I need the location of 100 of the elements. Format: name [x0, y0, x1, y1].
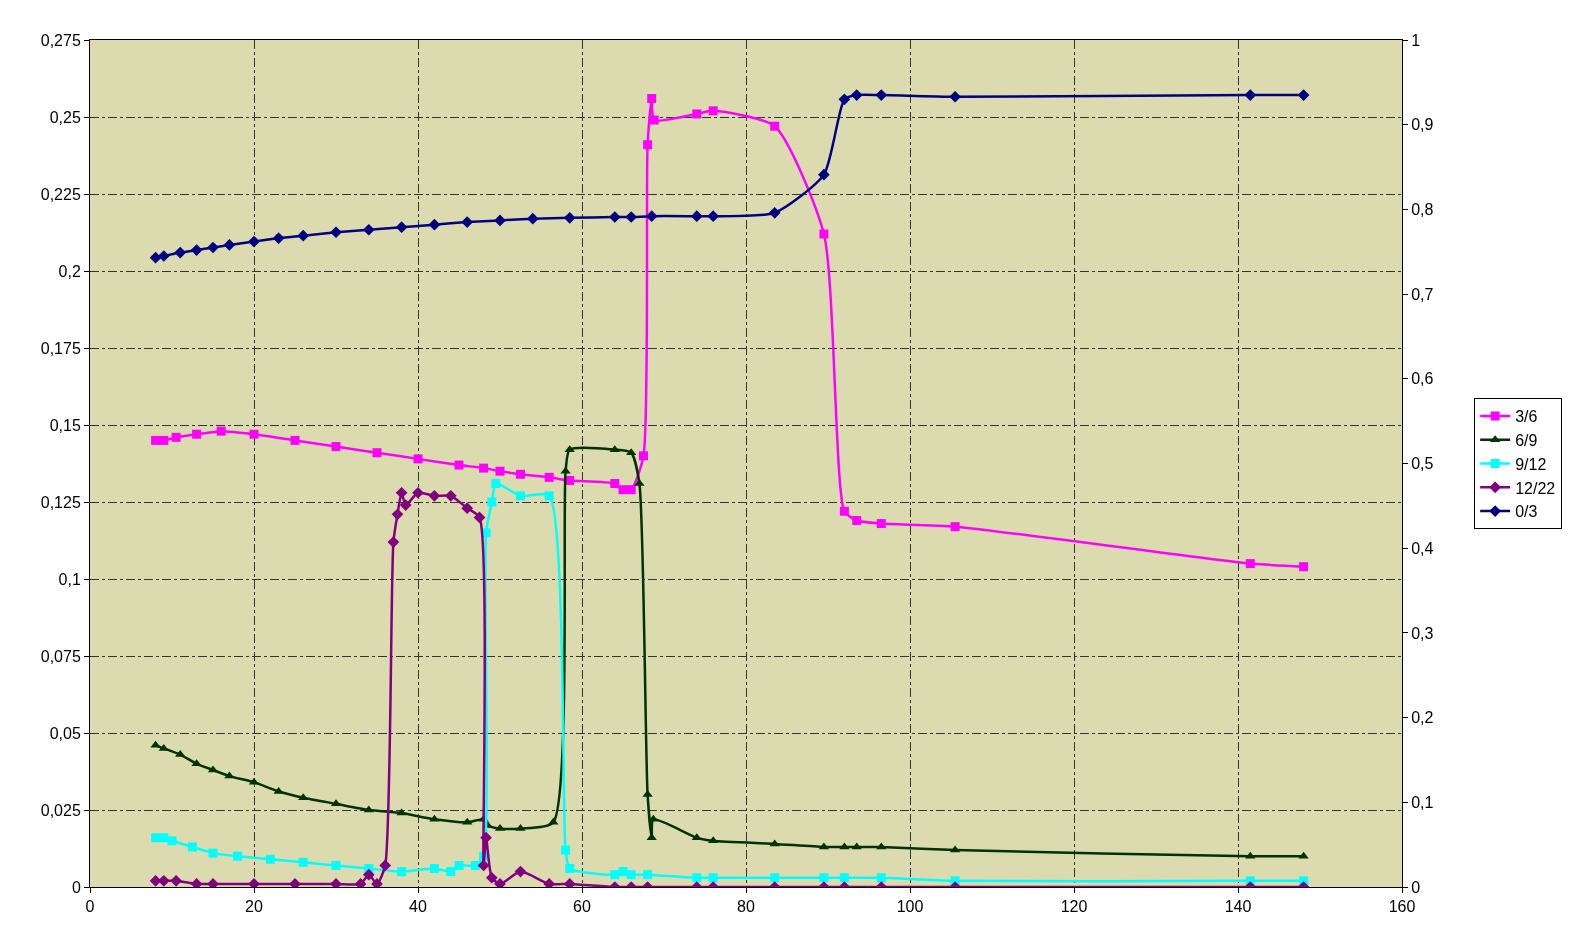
- point: [397, 867, 407, 877]
- point: [362, 868, 375, 881]
- point: [485, 871, 498, 884]
- y-tick-label: 0,25: [49, 108, 81, 126]
- y2-tick-label: 0,1: [1411, 793, 1434, 811]
- point: [174, 246, 187, 259]
- y-tick-label: 0,125: [40, 493, 81, 511]
- point: [690, 210, 703, 223]
- point: [395, 221, 408, 234]
- point: [207, 878, 219, 887]
- point: [494, 214, 506, 227]
- point: [610, 479, 620, 489]
- point: [649, 115, 659, 125]
- point: [544, 491, 554, 501]
- point: [461, 502, 474, 515]
- point: [544, 472, 554, 482]
- point: [495, 466, 505, 476]
- point: [494, 878, 506, 887]
- point: [331, 860, 341, 870]
- y2-tick-label: 0: [1411, 878, 1421, 896]
- point: [454, 460, 464, 470]
- point: [692, 109, 702, 119]
- point: [850, 89, 863, 101]
- point: [331, 442, 341, 452]
- point: [514, 865, 527, 878]
- x-tick-label: 40: [409, 898, 427, 916]
- point: [429, 864, 439, 874]
- point: [372, 448, 382, 458]
- y-tick-label: 0,275: [40, 31, 81, 49]
- point: [610, 870, 620, 880]
- y2-tick-label: 0,9: [1411, 116, 1434, 134]
- point: [233, 851, 243, 861]
- y-tick-label: 0,05: [49, 724, 81, 742]
- point: [770, 873, 780, 883]
- point: [708, 836, 719, 844]
- point: [479, 463, 489, 473]
- point: [818, 168, 830, 181]
- point: [470, 860, 480, 870]
- point: [626, 870, 636, 880]
- point: [1299, 562, 1309, 572]
- point: [272, 232, 285, 245]
- point: [839, 873, 849, 883]
- point: [645, 210, 658, 223]
- point: [289, 878, 301, 887]
- y2-tick-label: 0,3: [1411, 624, 1434, 642]
- point: [770, 121, 780, 131]
- point: [643, 870, 653, 880]
- y-tick-label: 0,1: [58, 570, 81, 588]
- point: [223, 239, 236, 251]
- point: [565, 864, 575, 874]
- point: [170, 874, 182, 887]
- point: [249, 429, 259, 439]
- point: [248, 878, 260, 887]
- point: [446, 867, 456, 877]
- y2-tick-label: 1: [1411, 31, 1421, 49]
- x-tick-label: 140: [1224, 898, 1252, 916]
- point: [265, 854, 275, 864]
- point: [395, 486, 408, 499]
- point: [876, 842, 887, 850]
- y-tick-label: 0: [71, 878, 81, 896]
- point: [819, 873, 829, 883]
- point: [192, 429, 202, 439]
- point: [838, 93, 851, 106]
- point: [950, 522, 960, 532]
- point: [515, 823, 526, 831]
- point: [330, 878, 342, 887]
- point: [626, 485, 636, 495]
- point: [399, 499, 412, 511]
- point: [876, 873, 886, 883]
- point: [708, 873, 718, 883]
- point: [191, 759, 202, 767]
- point: [561, 845, 571, 855]
- point: [477, 859, 490, 872]
- point: [428, 218, 441, 231]
- point: [413, 454, 423, 464]
- point: [819, 229, 829, 239]
- point: [387, 536, 400, 548]
- point: [188, 842, 197, 852]
- point: [391, 508, 404, 521]
- point: [639, 451, 648, 461]
- legend-label: 12/22: [1515, 479, 1556, 497]
- y2-tick-label: 0,4: [1411, 539, 1434, 557]
- point: [516, 491, 525, 501]
- y2-tick-label: 0,7: [1411, 285, 1434, 303]
- point: [692, 873, 702, 883]
- point: [454, 860, 464, 870]
- point: [379, 859, 392, 872]
- point: [852, 515, 862, 525]
- point: [330, 226, 342, 239]
- point: [158, 743, 169, 751]
- point: [290, 435, 300, 445]
- point: [563, 212, 576, 224]
- point: [768, 206, 781, 219]
- legend-label: 0/3: [1515, 503, 1538, 521]
- point: [298, 857, 308, 867]
- x-tick-label: 160: [1388, 898, 1416, 916]
- x-tick-label: 0: [85, 898, 95, 916]
- point: [371, 878, 383, 887]
- point: [516, 469, 525, 479]
- point: [363, 805, 374, 813]
